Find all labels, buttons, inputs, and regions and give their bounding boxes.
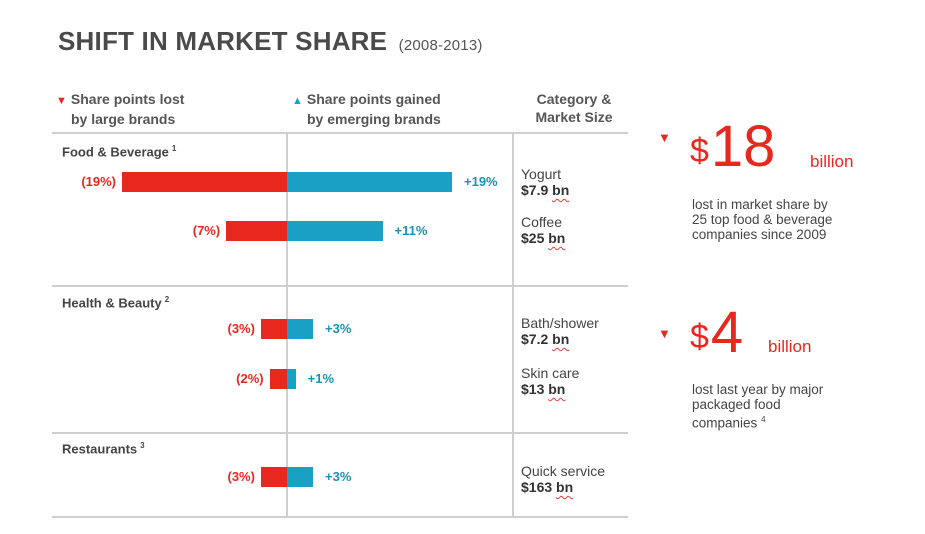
bar-lost-label: (7%)	[192, 223, 221, 238]
market-size: $25 bn	[521, 230, 566, 246]
legend-gained: ▲ Share points gained by emerging brands	[292, 90, 441, 128]
group-label-food-beverage: Food & Beverage 1	[62, 144, 177, 160]
market-size: $7.9 bn	[521, 182, 570, 198]
legend-lost-line2: by large brands	[71, 111, 176, 127]
stat-description: lost in market share by 25 top food & be…	[692, 197, 833, 242]
divider-bottom	[52, 516, 628, 518]
stat-unit: billion	[810, 152, 854, 171]
stat-18-billion: $18	[690, 118, 775, 176]
stat-description: lost last year by major packaged food co…	[692, 382, 824, 431]
legend-category-line1: Category &	[536, 91, 612, 107]
bar-gained	[287, 319, 314, 339]
title-period: (2008-2013)	[398, 37, 483, 54]
bar-gained-label: +11%	[394, 223, 428, 238]
category-skin-care: Skin care $13 bn	[521, 365, 579, 397]
bar-lost	[269, 369, 287, 389]
bar-lost	[260, 467, 287, 487]
bar-lost	[226, 221, 287, 241]
stat-unit: billion	[768, 337, 812, 356]
bar-lost-label: (2%)	[236, 371, 264, 386]
down-triangle-icon: ▼	[56, 95, 67, 107]
legend-lost: ▼ Share points lost by large brands	[56, 90, 184, 128]
bar-gained	[287, 172, 452, 192]
bar-lost-label: (3%)	[227, 321, 255, 336]
group-label-restaurants: Restaurants 3	[62, 441, 145, 457]
market-size: $13 bn	[521, 381, 566, 397]
stat-amount: 18	[710, 114, 776, 179]
dollar-sign: $	[690, 132, 709, 170]
bar-gained	[287, 369, 296, 389]
divider-food-health	[52, 285, 628, 287]
category-coffee: Coffee $25 bn	[521, 214, 565, 246]
divider-top	[52, 132, 628, 134]
bar-lost	[260, 319, 287, 339]
legend-lost-line1: Share points lost	[70, 91, 185, 107]
category-name: Coffee	[521, 214, 562, 230]
stat-4-billion: $4	[690, 304, 743, 362]
bar-gained-label: +19%	[464, 174, 498, 189]
stat-amount: 4	[710, 300, 744, 365]
bar-gained-label: +3%	[325, 321, 352, 336]
divider-health-restaurants	[52, 432, 628, 434]
category-column-divider	[512, 132, 514, 518]
market-size: $7.2 bn	[521, 331, 570, 347]
down-triangle-icon: ▼	[658, 326, 671, 341]
category-yogurt: Yogurt $7.9 bn	[521, 166, 569, 198]
dollar-sign: $	[690, 318, 709, 356]
legend-category: Category & Market Size	[518, 90, 630, 126]
group-label-health-beauty: Health & Beauty 2	[62, 295, 170, 311]
bar-lost-label: (19%)	[81, 174, 116, 189]
legend-gained-line2: by emerging brands	[307, 111, 441, 127]
category-name: Bath/shower	[521, 315, 599, 331]
page-title: SHIFT IN MARKET SHARE (2008-2013)	[58, 26, 483, 57]
bar-gained-label: +1%	[307, 371, 335, 386]
category-name: Quick service	[521, 463, 606, 479]
market-size: $163 bn	[521, 479, 574, 495]
bar-gained-label: +3%	[325, 469, 352, 484]
bar-gained	[287, 221, 383, 241]
title-text: SHIFT IN MARKET SHARE	[58, 26, 388, 56]
bar-lost	[122, 172, 287, 192]
category-name: Skin care	[521, 365, 580, 381]
category-name: Yogurt	[521, 166, 561, 182]
bar-gained	[287, 467, 314, 487]
category-quick-service: Quick service $163 bn	[521, 463, 605, 495]
bar-lost-label: (3%)	[227, 469, 255, 484]
up-triangle-icon: ▲	[292, 95, 303, 107]
category-bath-shower: Bath/shower $7.2 bn	[521, 315, 599, 347]
legend-gained-line1: Share points gained	[306, 91, 441, 107]
down-triangle-icon: ▼	[658, 130, 671, 145]
legend-category-line2: Market Size	[535, 109, 613, 125]
